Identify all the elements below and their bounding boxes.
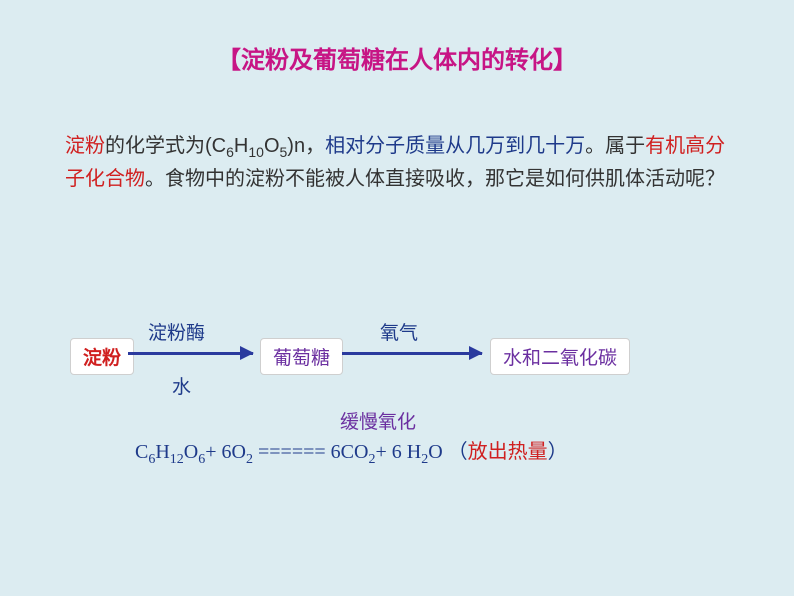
arrow-2 [342,352,482,355]
eq-heat: 放出热量 [468,441,548,463]
keyword-starch: 淀粉 [65,135,105,157]
sub-c: 6 [226,144,234,160]
eq-symbol: ====== [253,441,331,463]
arrow-2-top-label: 氧气 [380,318,418,345]
arrow-1-top-label: 淀粉酶 [148,318,205,345]
sub-h: 10 [248,144,264,160]
eq-plus1: + 6O [205,441,246,463]
eq-c: C [135,441,148,463]
node-starch: 淀粉 [70,338,134,375]
text-n: )n， [287,135,325,157]
node-glucose: 葡萄糖 [260,338,343,375]
text-question: 。食物中的淀粉不能被人体直接吸收，那它是如何供肌体活动呢？ [145,168,725,190]
equation-condition: 缓慢氧化 [340,407,416,434]
text-molecular-mass: 相对分子质量从几万到几十万 [325,135,585,157]
arrow-2-head [469,346,483,360]
text-h: H [234,135,248,157]
node-product: 水和二氧化碳 [490,338,630,375]
eq-rhs1: 6CO [331,441,369,463]
eq-h: H [155,441,169,463]
page-title: 【淀粉及葡萄糖在人体内的转化】 [0,0,794,75]
text-belong: 。属于 [585,135,645,157]
arrow-1-head [240,346,254,360]
eq-s2: 12 [170,452,184,467]
arrow-1 [128,352,253,355]
eq-s4: 2 [246,452,253,467]
eq-rhs2: O （ [428,441,467,463]
intro-paragraph: 淀粉的化学式为(C6H10O5)n，相对分子质量从几万到几十万。属于有机高分子化… [65,130,729,195]
arrow-1-bottom-label: 水 [172,372,191,399]
text-formula-pre: 的化学式为(C [105,135,226,157]
flow-diagram: 淀粉 葡萄糖 水和二氧化碳 淀粉酶 水 氧气 [70,300,724,400]
chemical-equation: 缓慢氧化 C6H12O6+ 6O2 ====== 6CO2+ 6 H2O （放出… [135,435,568,468]
eq-close: ） [548,441,568,463]
text-o: O [264,135,280,157]
eq-plus2: + 6 H [375,441,421,463]
eq-o: O [184,441,198,463]
